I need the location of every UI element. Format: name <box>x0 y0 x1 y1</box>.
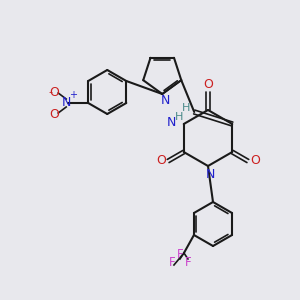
Text: O: O <box>49 107 59 121</box>
Text: +: + <box>69 90 77 100</box>
Text: O: O <box>250 154 260 167</box>
Text: O: O <box>203 79 213 92</box>
Text: F: F <box>184 256 191 268</box>
Text: O: O <box>49 85 59 98</box>
Text: H: H <box>175 112 183 122</box>
Text: H: H <box>182 103 190 113</box>
Text: N: N <box>160 94 170 107</box>
Text: F: F <box>177 248 183 262</box>
Text: F: F <box>169 256 175 268</box>
Text: N: N <box>167 116 176 128</box>
Text: O: O <box>156 154 166 167</box>
Text: -: - <box>48 87 52 97</box>
Text: N: N <box>61 95 71 109</box>
Text: N: N <box>205 167 215 181</box>
